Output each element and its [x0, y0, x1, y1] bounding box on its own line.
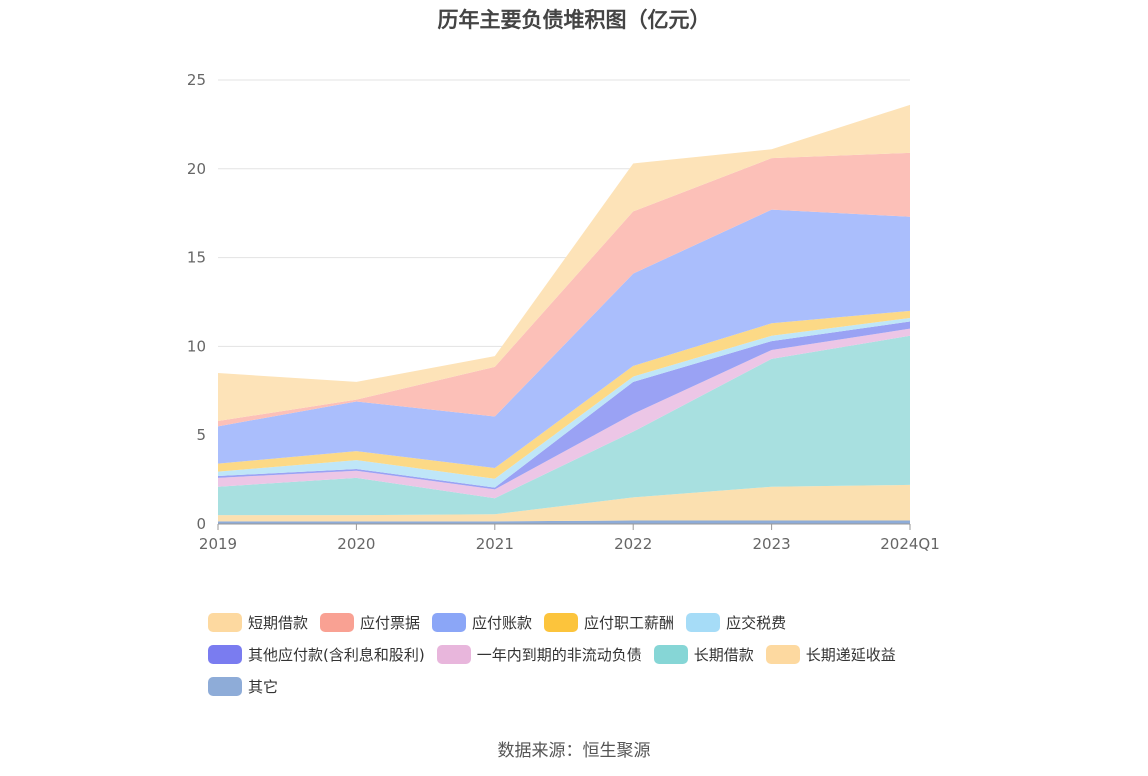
legend-swatch	[208, 676, 242, 696]
y-tick-label: 10	[187, 337, 206, 355]
legend-label: 短期借款	[248, 613, 309, 632]
area-series	[218, 104, 910, 524]
legend-row: 其他应付款(含利息和股利) 一年内到期的非流动负债 长期借款 长期递延收益	[208, 638, 968, 670]
y-tick-label: 25	[187, 71, 206, 89]
y-tick-label: 15	[187, 249, 206, 267]
legend-label: 一年内到期的非流动负债	[476, 645, 642, 664]
legend-swatch	[653, 644, 688, 664]
legend-swatch	[208, 612, 242, 632]
axes: 0 5 10 15 20 25 2019 2020 2021 2022 2023 2024Q1	[187, 71, 940, 553]
y-tick-label: 0	[196, 515, 206, 533]
legend-label: 应付票据	[360, 613, 421, 632]
x-tick-label: 2020	[337, 535, 375, 553]
legend-item[interactable]: 短期借款	[208, 612, 308, 633]
area-series-9	[218, 104, 910, 421]
x-tick-label: 2021	[476, 535, 514, 553]
legend-item[interactable]: 其他应付款(含利息和股利)	[208, 644, 425, 665]
legend-label: 其它	[248, 677, 279, 696]
legend: 短期借款 应付票据 应付账款 应付职工薪酬 应交税费其他应付款(含利息和股利) 一年内到期…	[208, 606, 968, 702]
legend-item[interactable]: 应交税费	[686, 612, 786, 633]
legend-swatch	[432, 612, 467, 632]
legend-row: 短期借款 应付票据 应付账款 应付职工薪酬 应交税费	[208, 606, 968, 638]
legend-swatch	[436, 644, 471, 664]
legend-label: 长期递延收益	[805, 645, 896, 664]
legend-swatch	[544, 612, 579, 632]
legend-label: 应付账款	[472, 613, 533, 632]
legend-item[interactable]: 长期递延收益	[765, 644, 896, 665]
x-tick-label: 2023	[753, 535, 791, 553]
legend-item[interactable]: 应付账款	[432, 612, 532, 633]
legend-swatch	[320, 612, 355, 632]
legend-item[interactable]: 其它	[208, 676, 278, 697]
area-series-2	[218, 335, 910, 516]
area-series-8	[218, 152, 910, 427]
source-note: 数据来源：恒生聚源	[497, 741, 651, 761]
legend-item[interactable]: 应付票据	[320, 612, 420, 633]
legend-label: 应付职工薪酬	[584, 613, 675, 632]
x-tick-label: 2022	[614, 535, 652, 553]
x-tick-label: 2024Q1	[880, 535, 940, 553]
legend-row: 其它	[208, 670, 968, 702]
chart-title: 历年主要负债堆积图（亿元）	[437, 8, 711, 32]
area-series-6	[218, 310, 910, 479]
legend-swatch	[686, 612, 721, 632]
area-series-7	[218, 209, 910, 469]
legend-swatch	[765, 644, 800, 664]
legend-label: 应交税费	[726, 613, 787, 632]
stacked-area-chart: 0 5 10 15 20 25 2019 2020 2021 2022 2023 2024Q1	[187, 71, 940, 553]
legend-label: 其他应付款(含利息和股利)	[248, 645, 425, 664]
y-tick-label: 5	[196, 426, 206, 444]
legend-swatch	[208, 644, 242, 664]
x-tick-label: 2019	[199, 535, 237, 553]
legend-label: 长期借款	[693, 645, 754, 664]
legend-item[interactable]: 应付职工薪酬	[544, 612, 674, 633]
area-series-1	[218, 484, 910, 522]
area-series-5	[218, 317, 910, 488]
area-series-3	[218, 328, 910, 499]
legend-item[interactable]: 长期借款	[653, 644, 754, 665]
y-tick-label: 20	[187, 160, 206, 178]
legend-item[interactable]: 一年内到期的非流动负债	[436, 644, 642, 665]
area-series-4	[218, 321, 910, 490]
